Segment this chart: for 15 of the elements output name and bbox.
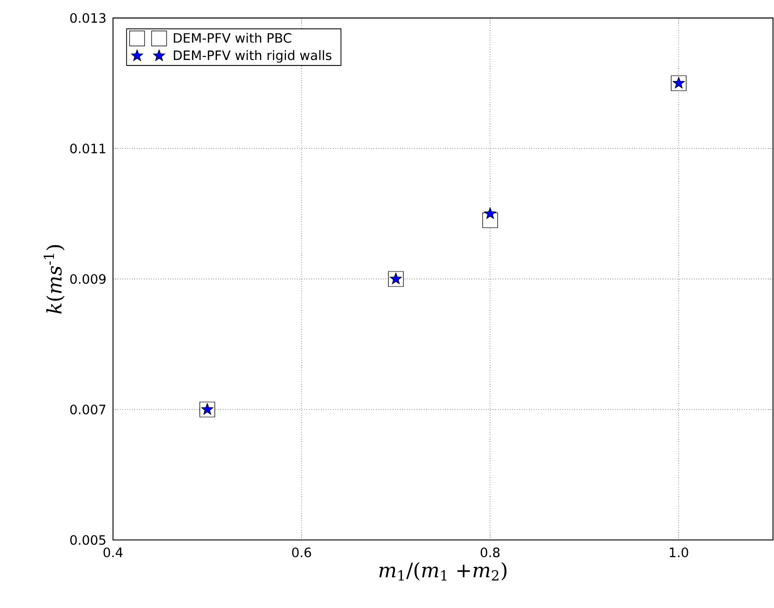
x-tick-label: 0.6 xyxy=(292,548,312,558)
x-tick-label: 1.0 xyxy=(670,548,688,558)
y-tick-label: 0.011 xyxy=(70,144,106,154)
x-tick-label: 0.8 xyxy=(480,548,500,558)
y-tick-label: 0.005 xyxy=(70,535,106,545)
y-tick-label: 0.009 xyxy=(70,274,106,284)
legend-label: DEM-PFV with PBC xyxy=(174,32,292,43)
y-axis-title: k(ms$^{-1}$) xyxy=(44,245,65,314)
legend-label: DEM-PFV with rigid walls xyxy=(174,50,332,63)
x-tick-label: 0.4 xyxy=(104,548,123,558)
y-tick-label: 0.013 xyxy=(70,13,106,23)
point xyxy=(484,207,496,219)
y-tick-label: 0.007 xyxy=(70,404,106,414)
text: m$_{1}$/(m$_{1}$ +m$_{2}$) xyxy=(379,562,506,581)
point xyxy=(672,76,685,88)
